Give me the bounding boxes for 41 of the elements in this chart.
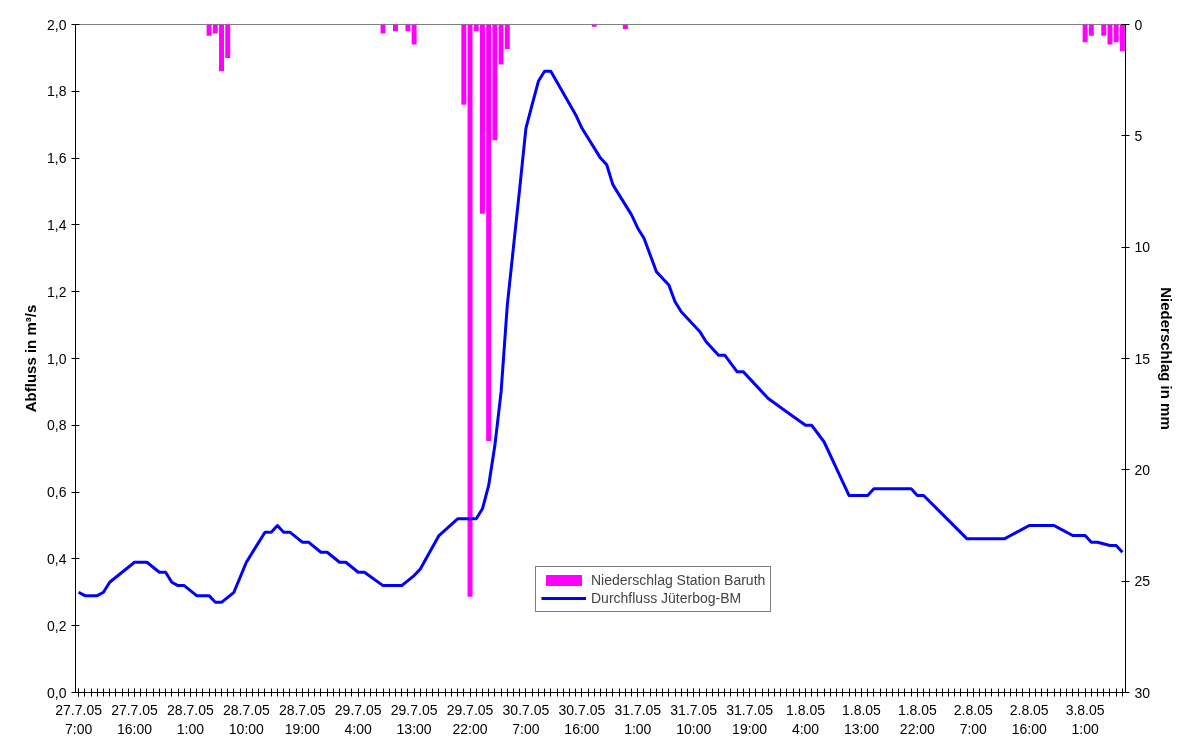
x-tick-label: 2.8.05 16:00: [1009, 701, 1049, 737]
x-tick-label: 1.8.05 22:00: [897, 701, 938, 737]
x-tick-label: 28.7.05 19:00: [278, 701, 326, 737]
y-tick-label: 1,2: [47, 283, 67, 300]
x-tick-label: 1.8.05 4:00: [786, 701, 826, 737]
x-tick-label: 31.7.05 1:00: [614, 701, 662, 737]
y-tick-label: 1,6: [47, 150, 67, 167]
x-tick-label: 31.7.05 10:00: [670, 701, 718, 737]
y2-tick-label: 20: [1134, 461, 1151, 478]
y2-tick-label: 25: [1134, 573, 1151, 590]
y-tick-label: 0,6: [47, 484, 67, 501]
y-tick-label: 1,4: [47, 216, 67, 233]
x-tick-label: 28.7.05 1:00: [167, 701, 215, 737]
y-tick-label: 0,0: [47, 684, 67, 701]
y-tick-label: 1,8: [47, 83, 67, 100]
legend-label: Niederschlag Station Baruth: [591, 572, 766, 588]
x-tick-label: 30.7.05 16:00: [558, 701, 606, 737]
x-tick-label: 28.7.05 10:00: [223, 701, 270, 737]
y2-tick-label: 30: [1134, 684, 1151, 701]
x-tick-label: 3.8.05 1:00: [1065, 701, 1105, 737]
x-tick-label: 30.7.05 7:00: [502, 701, 550, 737]
y2-tick-label: 15: [1134, 350, 1151, 367]
x-tick-label: 27.7.05 7:00: [55, 701, 103, 737]
x-tick-label: 29.7.05 13:00: [390, 701, 438, 737]
x-tick-label: 1.8.05 13:00: [841, 701, 882, 737]
legend-label: Durchfluss Jüterbog-BM: [591, 590, 742, 606]
y2-tick-label: 5: [1134, 127, 1143, 144]
y2-axis-title: Niederschlag in mm: [1158, 287, 1176, 430]
x-tick-label: 29.7.05 22:00: [446, 701, 494, 737]
y-tick-label: 0,8: [47, 417, 67, 434]
y2-tick-label: 0: [1134, 16, 1143, 33]
x-tick-label: 31.7.05 19:00: [726, 701, 774, 737]
y-tick-label: 1,0: [47, 350, 67, 367]
y-axis-title: Abfluss in m³/s: [22, 304, 40, 413]
x-tick-label: 29.7.05 4:00: [334, 701, 382, 737]
y-tick-label: 0,4: [47, 550, 67, 567]
y-tick-label: 2,0: [47, 16, 67, 33]
y-tick-label: 0,2: [47, 617, 67, 634]
x-tick-label: 2.8.05 7:00: [953, 701, 993, 737]
y2-tick-label: 10: [1134, 239, 1151, 256]
x-tick-label: 27.7.05 16:00: [111, 701, 159, 737]
